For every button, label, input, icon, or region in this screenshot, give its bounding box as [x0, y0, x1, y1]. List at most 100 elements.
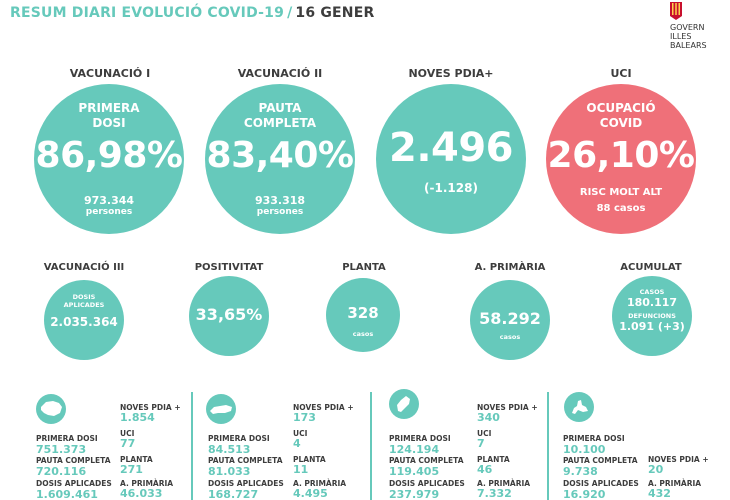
vac1-label2: DOSI: [92, 116, 126, 130]
formentera-dosis-value: 16.920: [563, 488, 606, 500]
mallorca-primera-label: PRIMERA DOSI: [36, 434, 98, 443]
uci-category: UCI: [610, 67, 632, 80]
vac1-value: 86,98%: [35, 135, 183, 176]
menorca-primaria-value: 4.495: [293, 487, 328, 500]
island-divider: [191, 392, 193, 500]
vac2-category: VACUNACIÓ II: [237, 67, 323, 80]
page-title: RESUM DIARI EVOLUCIÓ COVID-19/16 GENER: [10, 5, 374, 21]
acumulat-category: ACUMULAT: [620, 262, 682, 273]
vac2-circle: PAUTA COMPLETA 83,40% 933.318 persones: [205, 84, 355, 234]
mallorca-icon: [36, 394, 66, 424]
eivissa-dosis-value: 237.979: [389, 488, 440, 500]
vac1-circle: PRIMERA DOSI 86,98% 973.344 persones: [34, 84, 184, 234]
formentera-dosis-label: DOSIS APLICADES: [563, 479, 639, 488]
eivissa-primera-value: 124.194: [389, 443, 440, 456]
coat-of-arms-icon: [670, 2, 682, 20]
mallorca-pdia-label: NOVES PDIA +: [120, 403, 181, 412]
vac2-unit: persones: [256, 207, 304, 217]
pdia-circle: 2.496 (-1.128): [376, 84, 526, 234]
pdia-category: NOVES PDIA+: [408, 67, 494, 80]
vac1-label1: PRIMERA: [78, 101, 140, 115]
eivissa-planta-label: PLANTA: [477, 455, 510, 464]
positivitat-value: 33,65%: [195, 305, 263, 324]
uci-value: 26,10%: [547, 135, 695, 176]
mallorca-pauta-value: 720.116: [36, 465, 87, 478]
eivissa-pauta-value: 119.405: [389, 465, 440, 478]
menorca-dosis-label: DOSIS APLICADES: [208, 479, 284, 488]
menorca-pdia-value: 173: [293, 411, 316, 424]
mallorca-planta-label: PLANTA: [120, 455, 153, 464]
vac1-count: 973.344: [83, 194, 135, 207]
menorca-uci-value: 4: [293, 437, 301, 450]
mallorca-dosis-value: 1.609.461: [36, 488, 98, 500]
vac2-label2: COMPLETA: [243, 116, 317, 130]
menorca-pauta-label: PAUTA COMPLETA: [208, 456, 283, 465]
mallorca-pauta-label: PAUTA COMPLETA: [36, 456, 111, 465]
mallorca-primaria-value: 46.033: [120, 487, 163, 500]
logo-text: GOVERN ILLES BALEARS: [670, 23, 707, 50]
planta-unit: casos: [352, 330, 374, 338]
eivissa-primera-label: PRIMERA DOSI: [389, 434, 451, 443]
formentera-primaria-value: 432: [648, 487, 671, 500]
eivissa-dosis-label: DOSIS APLICADES: [389, 479, 465, 488]
eivissa-pdia-label: NOVES PDIA +: [477, 403, 538, 412]
uci-risk: RISC MOLT ALT: [579, 187, 663, 198]
primaria-unit: casos: [499, 333, 521, 341]
vac2-label1: PAUTA: [258, 101, 302, 115]
menorca-planta-value: 11: [293, 463, 309, 476]
mallorca-primera-value: 751.373: [36, 443, 87, 456]
mallorca-planta-value: 271: [120, 463, 143, 476]
menorca-pauta-value: 81.033: [208, 465, 251, 478]
formentera-pdia-value: 20: [648, 463, 664, 476]
uci-label1: OCUPACIÓ: [586, 101, 656, 115]
mallorca-dosis-label: DOSIS APLICADES: [36, 479, 112, 488]
acumulat-circle: CASOS 180.117 DEFUNCIONS 1.091 (+3): [612, 276, 692, 356]
uci-circle: OCUPACIÓ COVID 26,10% RISC MOLT ALT 88 c…: [546, 84, 696, 234]
acumulat-label-deaths: DEFUNCIONS: [628, 312, 676, 320]
title-separator: /: [287, 5, 293, 21]
vac2-value: 83,40%: [206, 135, 354, 176]
formentera-pauta-value: 9.738: [563, 465, 598, 478]
vac1-unit: persones: [85, 207, 133, 217]
acumulat-deaths: 1.091 (+3): [619, 320, 685, 333]
eivissa-primaria-value: 7.332: [477, 487, 512, 500]
eivissa-pdia-value: 340: [477, 411, 500, 424]
eivissa-uci-label: UCI: [477, 429, 492, 438]
vac3-value: 2.035.364: [50, 315, 118, 329]
menorca-primera-value: 84.513: [208, 443, 251, 456]
planta-value: 328: [347, 304, 379, 322]
pdia-delta: (-1.128): [424, 181, 478, 195]
vac3-category: VACUNACIÓ III: [43, 262, 125, 273]
island-divider: [370, 392, 372, 500]
formentera-pdia-label: NOVES PDIA +: [648, 455, 709, 464]
menorca-pdia-label: NOVES PDIA +: [293, 403, 354, 412]
vac3-label2: APLICADES: [63, 301, 105, 309]
uci-label2: COVID: [599, 116, 643, 130]
positivitat-circle: 33,65%: [189, 276, 269, 356]
acumulat-cases: 180.117: [626, 296, 678, 309]
acumulat-label-cases: CASOS: [639, 288, 665, 296]
menorca-planta-label: PLANTA: [293, 455, 326, 464]
planta-category: PLANTA: [342, 262, 386, 273]
vac2-count: 933.318: [254, 194, 306, 207]
eivissa-pauta-label: PAUTA COMPLETA: [389, 456, 464, 465]
primaria-value: 58.292: [479, 309, 541, 328]
mallorca-pdia-value: 1.854: [120, 411, 155, 424]
pdia-value: 2.496: [388, 125, 514, 171]
menorca-primera-label: PRIMERA DOSI: [208, 434, 270, 443]
menorca-primaria-label: A. PRIMÀRIA: [293, 479, 347, 488]
primaria-circle: 58.292 casos: [470, 280, 550, 360]
eivissa-planta-value: 46: [477, 463, 493, 476]
title-date: 16 GENER: [295, 5, 375, 21]
mallorca-uci-value: 77: [120, 437, 136, 450]
vac3-circle: DOSIS APLICADES 2.035.364: [44, 280, 124, 360]
vac1-category: VACUNACIÓ I: [69, 67, 151, 80]
menorca-icon: [206, 394, 236, 424]
positivitat-category: POSITIVITAT: [194, 262, 264, 273]
uci-cases: 88 casos: [596, 203, 646, 214]
island-divider: [547, 392, 549, 500]
menorca-uci-label: UCI: [293, 429, 308, 438]
formentera-primera-value: 10.100: [563, 443, 606, 456]
formentera-primaria-label: A. PRIMÀRIA: [648, 479, 702, 488]
menorca-dosis-value: 168.727: [208, 488, 259, 500]
